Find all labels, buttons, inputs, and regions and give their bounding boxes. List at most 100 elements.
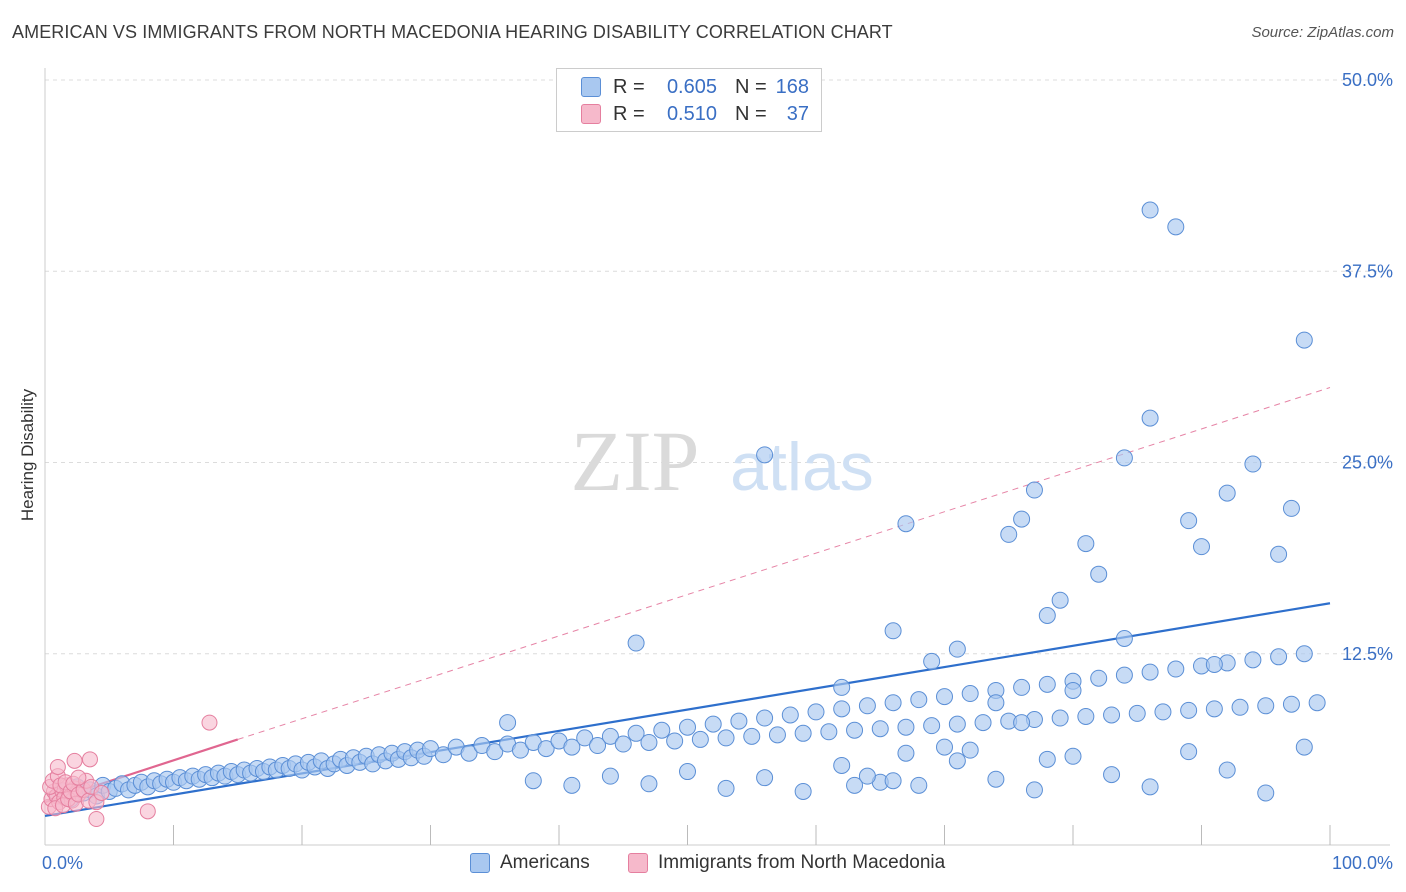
point-americans [948, 715, 966, 733]
point-americans [576, 729, 594, 747]
point-americans [884, 622, 902, 640]
chart-title: AMERICAN VS IMMIGRANTS FROM NORTH MACEDO… [12, 22, 893, 42]
point-americans [1218, 484, 1236, 502]
point-americans [666, 732, 684, 750]
grid-lines [45, 79, 1390, 655]
point-americans [730, 712, 748, 730]
point-americans [846, 721, 864, 739]
point-americans [1205, 655, 1223, 673]
point-americans [511, 741, 529, 759]
point-americans [794, 724, 812, 742]
point-immigrants [93, 784, 110, 801]
bottom-legend-label-immigrants: Immigrants from North Macedonia [658, 852, 946, 873]
legend-box: R = 0.605 N = 168 R = 0.510 N = 37 [556, 68, 822, 132]
point-americans [1115, 666, 1133, 684]
point-americans [1282, 499, 1300, 517]
point-americans [653, 721, 671, 739]
point-immigrants [88, 810, 105, 827]
point-americans [1064, 681, 1082, 699]
bottom-legend-americans: Americans [470, 852, 590, 874]
point-americans [1115, 629, 1133, 647]
point-immigrants [201, 714, 218, 731]
point-americans [1218, 761, 1236, 779]
point-americans [1257, 784, 1275, 802]
point-americans [1193, 538, 1210, 556]
trend-line-americans [44, 602, 1331, 818]
point-americans [589, 737, 607, 755]
point-americans [1038, 750, 1056, 768]
y-tick-label: 50.0% [1342, 70, 1393, 90]
point-americans [1167, 660, 1185, 678]
point-americans [987, 770, 1005, 788]
point-americans [1180, 512, 1198, 530]
point-americans [961, 741, 979, 759]
point-americans [1270, 648, 1288, 666]
point-americans [884, 694, 902, 712]
bottom-legend-immigrants: Immigrants from North Macedonia [628, 852, 945, 874]
watermark: ZIP atlas [571, 413, 874, 509]
point-americans [897, 515, 915, 533]
point-americans [1103, 706, 1121, 724]
point-americans [756, 769, 774, 787]
axes [44, 68, 1390, 846]
point-americans [537, 740, 555, 758]
legend-row-americans: R = 0.605 N = 168 [581, 74, 809, 100]
trend-line-immigrants-extension [237, 387, 1331, 740]
point-americans [1115, 449, 1133, 467]
tick-labels: 12.5% 25.0% 37.5% 50.0% 0.0% 100.0% [42, 70, 1393, 873]
point-americans [1282, 695, 1300, 713]
point-americans [1141, 663, 1159, 681]
point-americans [756, 709, 774, 727]
y-axis-label: Hearing Disability [18, 388, 37, 521]
legend-swatch-americans [581, 77, 601, 97]
point-americans [601, 767, 619, 785]
point-americans [614, 735, 632, 753]
point-americans [897, 718, 915, 736]
point-americans [1141, 778, 1159, 796]
point-americans [1244, 455, 1262, 473]
point-americans [833, 756, 851, 774]
point-americans [434, 746, 452, 764]
point-americans [1308, 694, 1326, 712]
point-americans [923, 652, 941, 670]
point-americans [691, 730, 709, 748]
point-americans [1295, 738, 1313, 756]
point-americans [1180, 701, 1198, 719]
point-americans [974, 714, 992, 732]
legend-r-label: R = [613, 75, 645, 98]
point-americans [640, 775, 658, 793]
point-americans [1051, 591, 1069, 609]
point-americans [1038, 675, 1056, 693]
point-americans [858, 767, 876, 785]
point-immigrants [70, 769, 87, 786]
legend-r-value: 0.605 [666, 75, 717, 98]
point-americans [1244, 651, 1262, 669]
point-americans [486, 743, 504, 761]
legend-swatch-immigrants [581, 104, 601, 124]
point-americans [961, 685, 979, 703]
point-americans [1231, 698, 1249, 716]
point-americans [1013, 510, 1031, 528]
chart-source: Source: ZipAtlas.com [1251, 24, 1394, 41]
point-americans [601, 727, 619, 745]
point-americans [1257, 697, 1275, 715]
point-americans [679, 763, 696, 781]
point-americans [884, 772, 902, 790]
point-americans [871, 720, 889, 738]
point-americans [948, 752, 966, 770]
point-americans [897, 744, 915, 762]
y-tick-label: 37.5% [1342, 261, 1393, 281]
point-americans [1167, 218, 1185, 236]
point-americans [910, 776, 928, 794]
point-americans [1064, 747, 1082, 765]
point-americans [820, 723, 838, 741]
point-americans [1141, 201, 1159, 219]
legend-n-value: 37 [786, 102, 809, 125]
y-tick-label: 25.0% [1342, 453, 1393, 473]
point-americans [948, 640, 966, 658]
point-americans [1051, 709, 1069, 727]
bottom-legend-swatch-immigrants [628, 853, 648, 873]
point-americans [987, 694, 1005, 712]
bottom-legend-swatch-americans [470, 853, 490, 873]
x-tick-label-min: 0.0% [42, 853, 83, 873]
